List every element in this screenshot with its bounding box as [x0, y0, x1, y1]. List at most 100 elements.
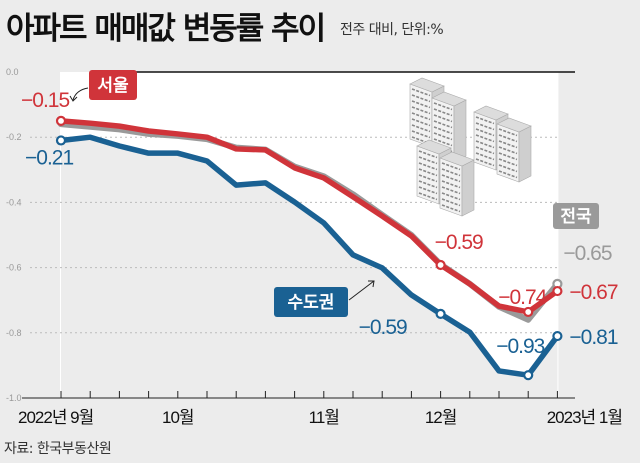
legend-tag-national: 전국: [553, 203, 599, 229]
building-windows: [433, 120, 453, 129]
data-label: −0.81: [569, 326, 617, 349]
building-windows: [475, 152, 495, 161]
building-roof: [416, 139, 452, 155]
building-windows: [411, 100, 431, 109]
building-side: [461, 159, 475, 217]
series-line-seoul: [58, 118, 561, 315]
data-label: −0.65: [563, 242, 611, 265]
annotations: −0.15 −0.21 −0.59 −0.59 −0.74 −0.93 −0.65 −0.67…: [21, 89, 619, 358]
data-point-marker: [55, 135, 67, 146]
data-point-marker: [552, 285, 563, 297]
legend-tag-label: 서울: [97, 76, 129, 96]
building-windows: [411, 112, 431, 121]
building-windows: [498, 146, 518, 155]
building-windows: [498, 170, 518, 179]
building-roof: [496, 117, 532, 133]
y-tick-label: -0.6: [6, 263, 22, 273]
building-windows: [498, 128, 518, 137]
building-side: [453, 99, 467, 163]
building-windows: [441, 198, 461, 207]
building-windows: [441, 186, 461, 195]
data-point-marker: [523, 306, 534, 318]
building-windows: [441, 192, 461, 201]
seoul-pointer-arrowhead: [69, 95, 78, 102]
building-windows: [418, 150, 438, 159]
building-windows: [441, 162, 461, 171]
y-tick-label: -1.0: [6, 393, 22, 403]
data-point-marker: [435, 308, 446, 319]
building-windows: [498, 152, 518, 161]
y-tick-label: -0.2: [6, 132, 22, 142]
data-label: −0.74: [498, 286, 547, 309]
building-windows: [411, 118, 431, 127]
building-windows: [441, 168, 461, 177]
legend-tag-box: [89, 70, 137, 100]
building-windows: [433, 138, 453, 147]
building: [431, 91, 467, 163]
building-windows: [433, 108, 453, 117]
building-windows: [418, 174, 438, 183]
legend-tag-label: 전국: [560, 207, 592, 227]
building-windows: [433, 102, 453, 111]
y-tick-label: 0.0: [6, 67, 19, 77]
x-tick-label: 11월: [309, 408, 339, 427]
chart-subtitle: 전주 대비, 단위:%: [340, 22, 444, 38]
building: [439, 151, 475, 217]
data-label: −0.67: [569, 281, 617, 304]
x-tick-label: 2022년 9월: [18, 408, 93, 427]
building-windows: [498, 164, 518, 173]
y-tick-label: -0.4: [6, 197, 22, 207]
building-roof: [431, 91, 467, 107]
x-tick-label: 10월: [162, 408, 194, 427]
legend-tag-box: [553, 203, 599, 229]
building-windows: [475, 134, 495, 143]
building-side: [518, 125, 532, 183]
building-windows: [475, 122, 495, 131]
building-windows: [411, 94, 431, 103]
series-line-capital: [58, 134, 561, 378]
building-windows: [498, 140, 518, 149]
building-windows: [441, 204, 461, 213]
building-windows: [441, 174, 461, 183]
building: [496, 117, 532, 183]
building-windows: [411, 130, 431, 139]
seoul-pointer-arrow: [72, 87, 89, 101]
capital-pointer-arrow: [348, 280, 375, 301]
building-windows: [475, 140, 495, 149]
data-label: −0.59: [359, 316, 407, 339]
apartment-buildings-illustration: [409, 77, 532, 217]
data-point-marker: [552, 330, 563, 342]
legend-tag-box: [274, 287, 348, 317]
x-tick-label: 2023년 1월: [547, 408, 622, 427]
data-label: −0.21: [25, 146, 73, 169]
building-windows: [418, 186, 438, 195]
x-tick-label: 12월: [425, 408, 457, 427]
data-point-marker: [55, 115, 67, 127]
building-windows: [475, 116, 495, 125]
building-windows: [418, 192, 438, 201]
source-note: 자료: 한국부동산원: [4, 441, 112, 457]
y-tick-label: -0.8: [6, 328, 22, 338]
axes: 2022년 9월 10월 11월 12월 2023년 1월: [18, 71, 623, 427]
data-label: −0.59: [435, 231, 483, 254]
data-point-marker: [523, 370, 534, 381]
series-lines: [58, 118, 561, 378]
left-margin: [0, 72, 58, 398]
building-windows: [498, 158, 518, 167]
building-windows: [475, 158, 495, 167]
building-windows: [433, 126, 453, 135]
building-windows: [433, 114, 453, 123]
data-label: −0.93: [496, 335, 544, 358]
building-windows: [441, 180, 461, 189]
building-windows: [418, 156, 438, 165]
building-windows: [411, 88, 431, 97]
series-markers: [55, 115, 563, 381]
legend-tag-label: 수도권: [288, 293, 335, 313]
legend-tag-capital: 수도권: [274, 287, 348, 317]
building-windows: [418, 180, 438, 189]
legend-tag-seoul: 서울: [89, 70, 137, 100]
right-margin: [558, 72, 640, 398]
building-windows: [475, 128, 495, 137]
